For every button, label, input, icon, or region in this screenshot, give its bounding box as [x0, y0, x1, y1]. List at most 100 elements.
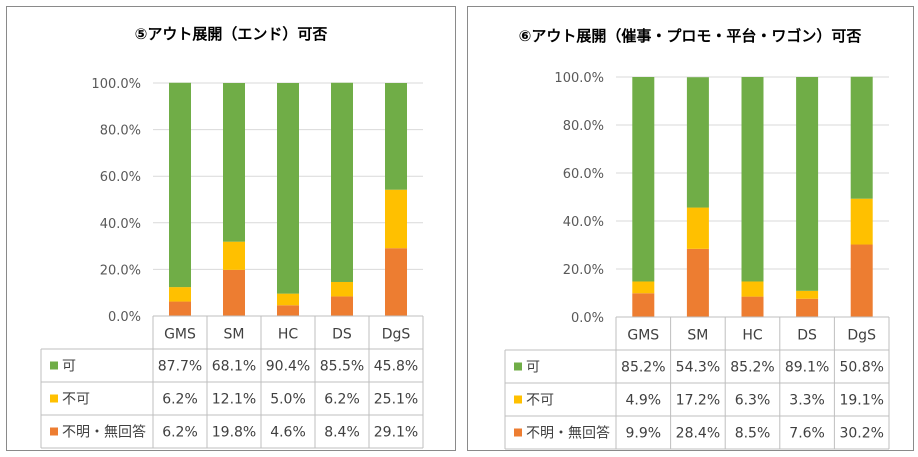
chart-1-y-tick-label: 60.0% [100, 170, 141, 185]
chart-1-y-tick-label: 20.0% [100, 263, 141, 278]
chart-1-bar-gms-segment [169, 287, 191, 302]
chart-1-y-tick-label: 0.0% [108, 310, 141, 325]
chart-2-data-label: 54.3% [676, 360, 720, 376]
chart-1-data-label: 85.5% [320, 359, 364, 375]
chart-1-bar-ds-segment [331, 281, 353, 297]
chart-1-x-tick-label: GMS [164, 327, 196, 343]
chart-2-legend-key [514, 362, 522, 371]
chart-2-x-tick-label: DS [797, 328, 817, 344]
chart-2-y-tick-label: 100.0% [554, 71, 604, 86]
chart-1-bar-sm-segment [223, 241, 245, 270]
chart-panel-1: ⑤アウト展開（エンド）可否 0.0% 20.0% 40.0% 60.0% 80.0% 100… [6, 6, 456, 451]
chart-2-bar-hc-segment [741, 296, 764, 317]
chart-1-svg: ⑤アウト展開（エンド）可否 0.0% 20.0% 40.0% 60.0% 80.0% 100… [40, 25, 424, 449]
chart-2-data-label: 19.1% [839, 393, 883, 409]
chart-1-data-label: 6.2% [162, 425, 198, 441]
chart-1-bar-ds-segment [331, 296, 353, 316]
chart-2-bar-dgs-segment [850, 198, 873, 245]
chart-2-bar-ds-segment [796, 298, 819, 317]
chart-2-legend-label: 可 [526, 360, 540, 376]
chart-1-data-label: 45.8% [374, 359, 418, 375]
chart-2-legend-label: 不可 [526, 393, 554, 409]
chart-2-y-tick-label: 60.0% [563, 167, 604, 182]
chart-1-data-label: 6.2% [324, 392, 360, 408]
chart-2-title: ⑥アウト展開（催事・プロモ・平台・ワゴン）可否 [519, 27, 862, 45]
chart-1-data-label: 29.1% [374, 425, 418, 441]
chart-2-y-tick-label: 80.0% [563, 119, 604, 134]
chart-1-bar-sm-segment [223, 83, 245, 242]
chart-2-data-label: 4.9% [626, 393, 662, 409]
chart-1-bar-ds-segment [331, 82, 353, 282]
chart-2-data-label: 28.4% [676, 426, 720, 442]
chart-2-data-label: 3.3% [789, 393, 825, 409]
chart-2-data-label: 85.2% [730, 360, 774, 376]
chart-2-bar-hc-segment [741, 77, 764, 282]
chart-1-bar-dgs-segment [385, 248, 407, 316]
chart-1-data-label: 87.7% [158, 359, 202, 375]
chart-2-bar-gms-segment [632, 281, 655, 294]
chart-2-bar-gms-segment [632, 77, 655, 282]
chart-2-y-tick-label: 0.0% [571, 311, 604, 326]
chart-1-bar-sm-segment [223, 269, 245, 316]
chart-2-x-tick-label: GMS [627, 328, 659, 344]
chart-2-data-label: 30.2% [839, 426, 883, 442]
chart-1-x-tick-label: DS [332, 327, 352, 343]
chart-2-data-label: 85.2% [621, 360, 665, 376]
chart-1-data-label: 90.4% [266, 359, 310, 375]
chart-2-legend-key [514, 395, 522, 404]
chart-2-x-tick-label: SM [687, 328, 708, 344]
chart-2-bar-hc-segment [741, 281, 764, 297]
chart-2-legend-label: 不明・無回答 [526, 425, 610, 442]
chart-2-bar-sm-segment [686, 248, 709, 317]
chart-2-data-label: 50.8% [839, 360, 883, 376]
chart-1-x-tick-label: HC [278, 327, 299, 343]
chart-1-data-label: 68.1% [212, 359, 256, 375]
chart-1-title: ⑤アウト展開（エンド）可否 [135, 25, 328, 43]
chart-2-bar-sm-segment [686, 207, 709, 249]
chart-1-x-tick-label: SM [224, 327, 245, 343]
chart-1-y-tick-label: 40.0% [100, 217, 141, 232]
chart-2-bar-dgs-segment [850, 244, 873, 317]
chart-1-legend-label: 不可 [62, 392, 90, 408]
chart-panel-2: ⑥アウト展開（催事・プロモ・平台・ワゴン）可否 0.0% 20.0% 40.0% 60.… [467, 6, 914, 451]
chart-2-bar-sm-segment [686, 77, 709, 208]
chart-1-legend-label: 不明・無回答 [62, 424, 146, 441]
chart-1-bar-gms-segment [169, 82, 191, 288]
chart-1-bar-gms-segment [169, 301, 191, 316]
chart-1-data-label: 25.1% [374, 392, 418, 408]
chart-1-data-label: 4.6% [270, 425, 306, 441]
chart-2-data-label: 7.6% [789, 426, 825, 442]
chart-1-legend-key [50, 394, 58, 403]
chart-2-legend-key [514, 428, 522, 437]
chart-1-bar-dgs-segment [385, 83, 407, 190]
chart-2-y-tick-label: 20.0% [563, 263, 604, 278]
chart-1-data-label: 19.8% [212, 425, 256, 441]
chart-2-data-label: 17.2% [676, 393, 720, 409]
chart-1-data-label: 8.4% [324, 425, 360, 441]
chart-1-legend-key [50, 427, 58, 436]
chart-1-legend-label: 可 [62, 359, 76, 375]
chart-1-x-tick-label: DgS [382, 327, 411, 343]
chart-1-y-tick-label: 100.0% [91, 77, 141, 92]
chart-2-svg: ⑥アウト展開（催事・プロモ・平台・ワゴン）可否 0.0% 20.0% 40.0% 60.… [504, 27, 890, 450]
chart-1-data-label: 6.2% [162, 392, 198, 408]
chart-1-bar-hc-segment [277, 83, 299, 294]
chart-2-bar-gms-segment [632, 293, 655, 317]
chart-2-bar-dgs-segment [850, 76, 873, 199]
chart-2-data-label: 89.1% [785, 360, 829, 376]
chart-2-x-tick-label: HC [742, 328, 763, 344]
chart-1-data-label: 5.0% [270, 392, 306, 408]
chart-2-data-label: 8.5% [735, 426, 771, 442]
chart-2-y-tick-label: 40.0% [563, 215, 604, 230]
chart-2-bar-ds-segment [796, 290, 819, 299]
chart-1-bar-hc-segment [277, 293, 299, 306]
chart-2-x-tick-label: DgS [847, 328, 876, 344]
chart-1-data-label: 12.1% [212, 392, 256, 408]
chart-1-y-tick-label: 80.0% [100, 124, 141, 139]
chart-2-bar-ds-segment [796, 77, 819, 291]
chart-1-legend-key [50, 361, 58, 370]
chart-1-bar-dgs-segment [385, 189, 407, 249]
chart-2-data-label: 6.3% [735, 393, 771, 409]
chart-1-bar-hc-segment [277, 305, 299, 316]
chart-2-data-label: 9.9% [626, 426, 662, 442]
